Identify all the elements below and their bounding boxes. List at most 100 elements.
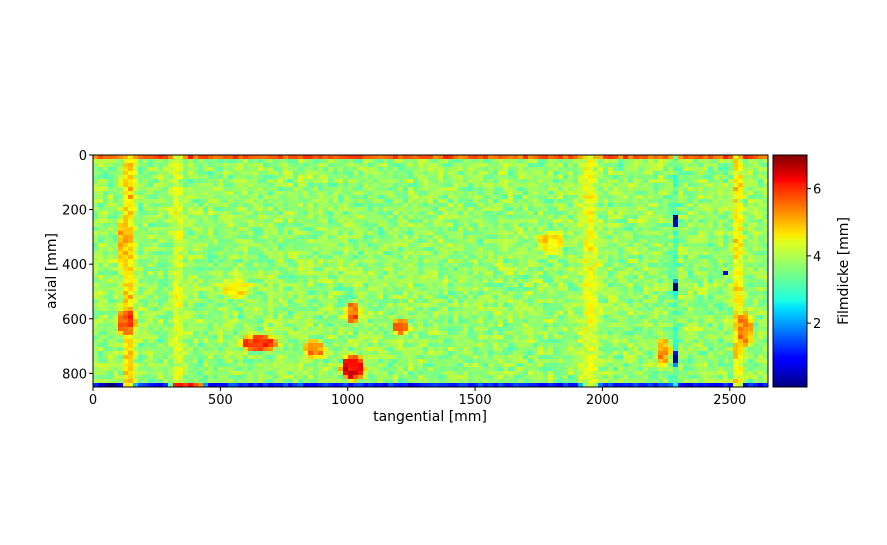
heatmap-cell (403, 179, 409, 184)
heatmap-cell (633, 159, 639, 164)
heatmap-cell (483, 167, 489, 172)
heatmap-cell (248, 159, 254, 164)
heatmap-cell (253, 159, 259, 164)
heatmap-cell (303, 235, 309, 240)
heatmap-cell (728, 255, 734, 260)
heatmap-cell (563, 191, 569, 196)
heatmap-cell (613, 183, 619, 188)
heatmap-cell (653, 171, 659, 176)
heatmap-cell (473, 267, 479, 272)
heatmap-cell (378, 155, 384, 160)
heatmap-cell (118, 251, 124, 256)
heatmap-cell (518, 239, 524, 244)
heatmap-cell (368, 163, 374, 168)
heatmap-cell (718, 223, 724, 228)
heatmap-cell (498, 227, 504, 232)
heatmap-cell (203, 203, 209, 208)
heatmap-cell (163, 227, 169, 232)
heatmap-cell (273, 211, 279, 216)
heatmap-cell (193, 171, 199, 176)
heatmap-cell (563, 279, 569, 284)
heatmap-cell (328, 259, 334, 264)
heatmap-cell (233, 283, 239, 288)
heatmap-cell (418, 299, 424, 304)
heatmap-cell (698, 267, 704, 272)
heatmap-cell (758, 235, 764, 240)
heatmap-cell (428, 295, 434, 300)
heatmap-cell (523, 223, 529, 228)
heatmap-cell (433, 179, 439, 184)
heatmap-cell (543, 219, 549, 224)
heatmap-cell (428, 299, 434, 304)
heatmap-cell (758, 159, 764, 164)
heatmap-cell (103, 239, 109, 244)
heatmap-cell (388, 239, 394, 244)
heatmap-cell (228, 175, 234, 180)
heatmap-cell (333, 159, 339, 164)
heatmap-cell (318, 219, 324, 224)
heatmap-cell (498, 183, 504, 188)
heatmap-cell (298, 299, 304, 304)
heatmap-cell (653, 191, 659, 196)
heatmap-cell (228, 239, 234, 244)
heatmap-cell (723, 255, 729, 260)
heatmap-cell (538, 295, 544, 300)
heatmap-cell (258, 211, 264, 216)
heatmap-cell (598, 167, 604, 172)
heatmap-cell (363, 167, 369, 172)
heatmap-cell (598, 279, 604, 284)
heatmap-cell (588, 255, 594, 260)
heatmap-cell (568, 195, 574, 200)
heatmap-cell (658, 167, 664, 172)
heatmap-cell (533, 235, 539, 240)
heatmap-cell (558, 247, 564, 252)
heatmap-cell (398, 155, 404, 160)
heatmap-cell (463, 187, 469, 192)
heatmap-cell (763, 167, 768, 172)
heatmap-cell (98, 171, 104, 176)
heatmap-cell (208, 195, 214, 200)
heatmap-cell (763, 235, 768, 240)
heatmap-cell (98, 211, 104, 216)
heatmap-cell (428, 283, 434, 288)
heatmap-cell (753, 259, 759, 264)
heatmap-cell (568, 291, 574, 296)
heatmap-cell (198, 243, 204, 248)
heatmap-cell (508, 263, 514, 268)
heatmap-cell (223, 247, 229, 252)
heatmap-cell (488, 183, 494, 188)
heatmap-cell (468, 211, 474, 216)
heatmap-cell (258, 207, 264, 212)
heatmap-cell (738, 195, 744, 200)
heatmap-cell (363, 259, 369, 264)
heatmap-cell (658, 259, 664, 264)
heatmap-cell (618, 163, 624, 168)
heatmap-cell (353, 239, 359, 244)
heatmap-cell (458, 271, 464, 276)
heatmap-cell (603, 167, 609, 172)
heatmap-cell (193, 275, 199, 280)
heatmap-cell (283, 195, 289, 200)
heatmap-cell (533, 179, 539, 184)
heatmap-cell (573, 239, 579, 244)
heatmap-cell (578, 283, 584, 288)
heatmap-cell (288, 203, 294, 208)
heatmap-cell (218, 231, 224, 236)
heatmap-cell (278, 187, 284, 192)
heatmap-cell (333, 291, 339, 296)
heatmap-cell (218, 211, 224, 216)
heatmap-cell (748, 175, 754, 180)
heatmap-cell (173, 167, 179, 172)
heatmap-cell (688, 167, 694, 172)
heatmap-cell (483, 263, 489, 268)
heatmap-cell (413, 231, 419, 236)
heatmap-cell (188, 211, 194, 216)
heatmap-cell (668, 215, 674, 220)
heatmap-cell (623, 227, 629, 232)
heatmap-cell (643, 283, 649, 288)
heatmap-cell (298, 167, 304, 172)
heatmap-cell (673, 255, 679, 260)
heatmap-cell (428, 211, 434, 216)
heatmap-cell (448, 243, 454, 248)
heatmap-cell (103, 251, 109, 256)
